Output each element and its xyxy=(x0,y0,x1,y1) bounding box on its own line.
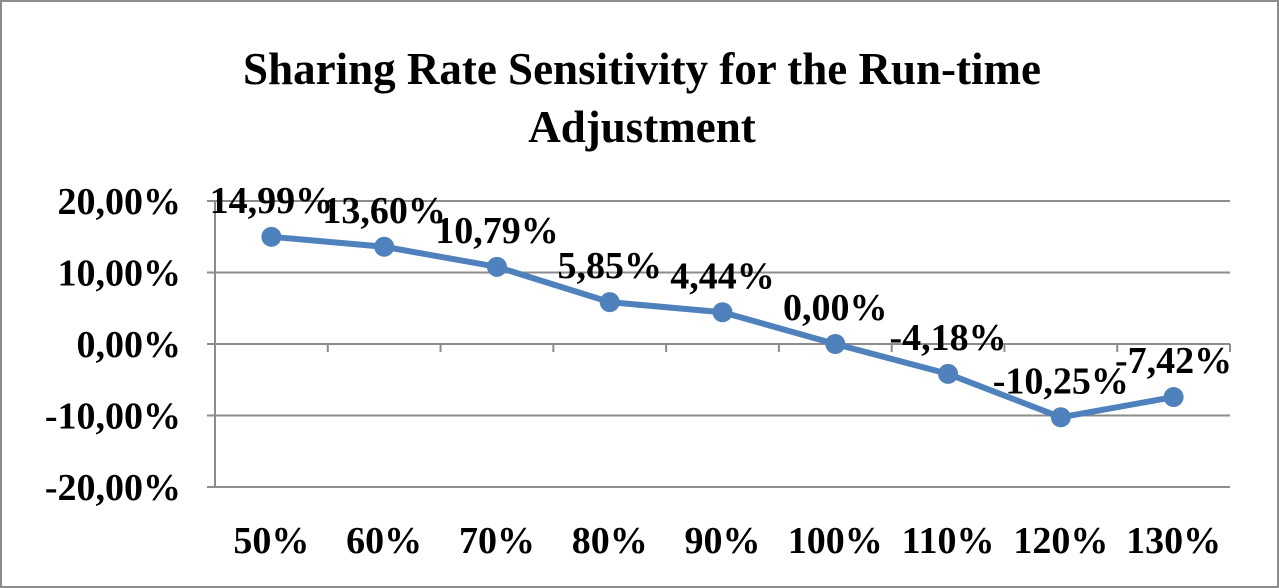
x-tick-labels: 50% 60% 70% 80% 90% 100% 110% 120% 130% xyxy=(233,520,1221,562)
data-point-marker xyxy=(825,334,846,354)
data-label: 0,00% xyxy=(783,287,888,329)
x-tick-label: 70% xyxy=(459,520,535,562)
data-label: 10,79% xyxy=(435,210,559,252)
series-markers xyxy=(261,226,1184,428)
data-point-marker xyxy=(1050,407,1071,428)
data-label: -7,42% xyxy=(1115,340,1232,382)
data-point-marker xyxy=(712,302,733,323)
data-point-marker xyxy=(599,292,620,313)
y-tick-label: 10,00% xyxy=(58,253,182,295)
x-tick-label: 90% xyxy=(685,520,761,562)
data-point-marker xyxy=(938,363,959,384)
axes xyxy=(207,200,1231,488)
x-tick-label: 80% xyxy=(572,520,648,562)
y-tick-label: -20,00% xyxy=(45,467,181,509)
y-tick-label: 0,00% xyxy=(77,324,182,366)
data-point-marker xyxy=(1163,387,1184,408)
data-point-marker xyxy=(374,236,395,257)
data-label: 13,60% xyxy=(322,190,446,232)
data-labels: 14,99%13,60%10,79%5,85% 4,44%0,00%-4,18%-… xyxy=(210,180,1233,402)
x-tick-label: 110% xyxy=(902,520,995,562)
x-tick-label: 60% xyxy=(346,520,422,562)
y-tick-label: -10,00% xyxy=(45,396,181,438)
data-label: -10,25% xyxy=(993,360,1129,402)
x-tick-label: 100% xyxy=(788,520,883,562)
data-point-marker xyxy=(486,256,507,277)
data-point-marker xyxy=(261,226,282,247)
chart-title: Sharing Rate Sensitivity for the Run-tim… xyxy=(243,44,1041,152)
data-label: 4,44% xyxy=(670,255,775,297)
data-label: 5,85% xyxy=(557,245,662,287)
data-label: 14,99% xyxy=(210,180,334,222)
y-tick-labels: 20,00% 10,00% 0,00% -10,00% -20,00% xyxy=(45,181,181,509)
data-label: -4,18% xyxy=(889,317,1006,359)
y-tick-label: 20,00% xyxy=(58,181,182,223)
x-tick-label: 50% xyxy=(233,520,309,562)
x-tick-label: 120% xyxy=(1013,520,1108,562)
x-tick-label: 130% xyxy=(1126,520,1221,562)
